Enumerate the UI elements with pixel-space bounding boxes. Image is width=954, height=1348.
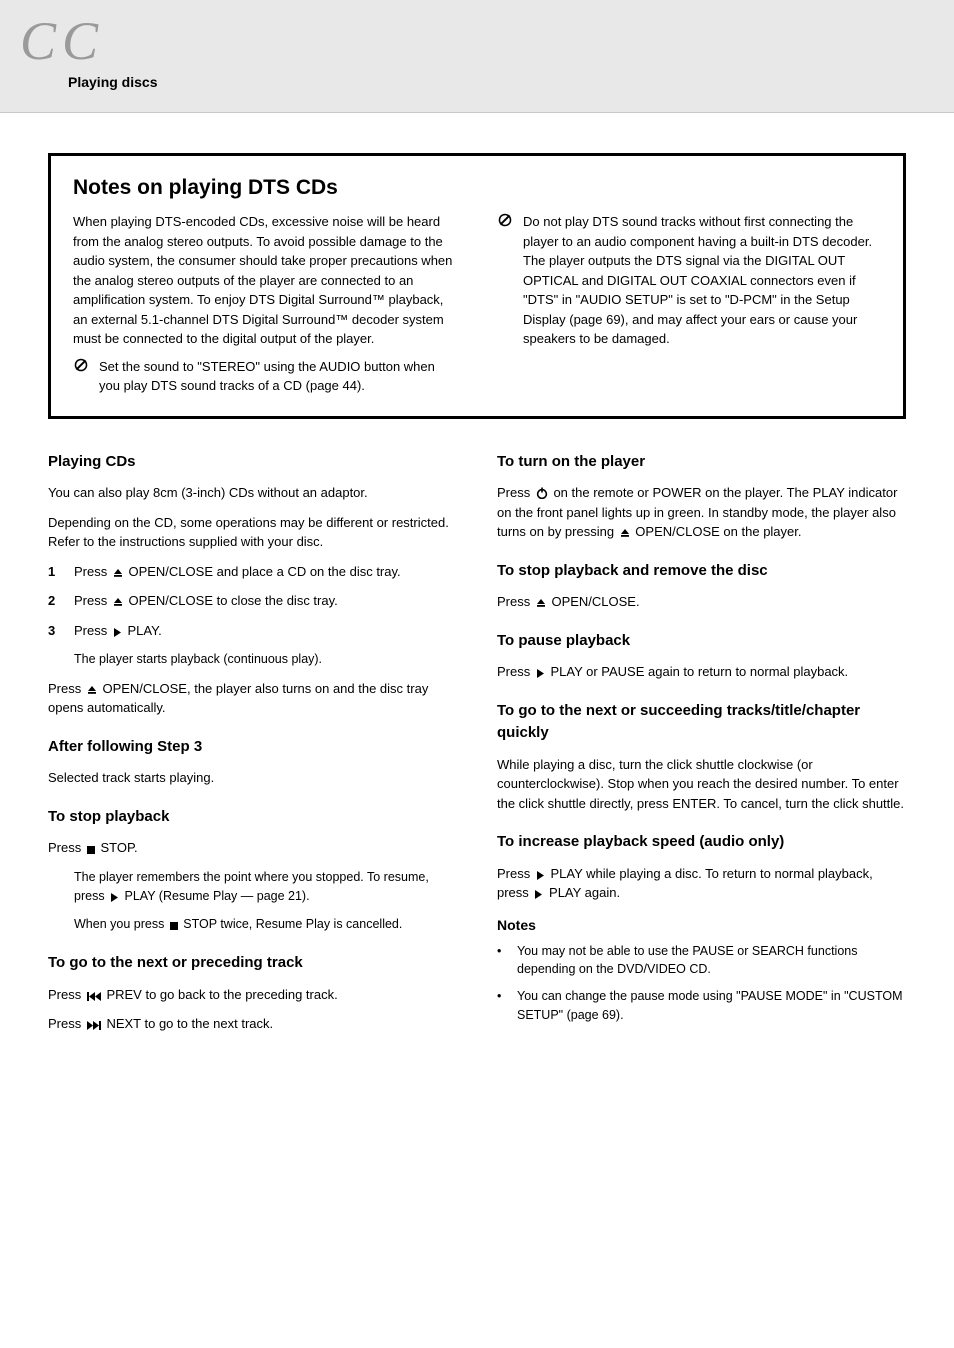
skip-head: To go to the next or preceding track bbox=[48, 952, 457, 975]
main-columns: Playing CDs You can also play 8cm (3-inc… bbox=[48, 451, 906, 1044]
right-notes: Notes You may not be able to use the PAU… bbox=[497, 915, 906, 1025]
stop-remove-head: To stop playback and remove the disc bbox=[497, 560, 906, 583]
skip-prev: Press PREV to go back to the preceding t… bbox=[48, 985, 457, 1005]
stop-txt: Press STOP. bbox=[48, 838, 457, 858]
prohibit-icon bbox=[497, 212, 513, 227]
notice-col-right: Do not play DTS sound tracks without fir… bbox=[497, 212, 881, 396]
turn-on-body: Press on the remote or POWER on the play… bbox=[497, 483, 906, 542]
eject-icon bbox=[536, 598, 546, 608]
step-2-txt-a: Press bbox=[74, 593, 111, 608]
page-body: Notes on playing DTS CDs When playing DT… bbox=[0, 113, 954, 1084]
after-step3-txt: Selected track starts playing. bbox=[48, 768, 457, 788]
prohibit-icon bbox=[73, 357, 89, 372]
right-notes-title: Notes bbox=[497, 915, 906, 936]
header-logo: CC bbox=[20, 14, 934, 68]
resume-txt: The player remembers the point where you… bbox=[48, 868, 457, 906]
resume2-txt: When you press STOP twice, Resume Play i… bbox=[48, 915, 457, 934]
step-1: 1 Press OPEN/CLOSE and place a CD on the… bbox=[48, 562, 457, 582]
right-note-2: You can change the pause mode using "PAU… bbox=[497, 987, 906, 1025]
eject-icon bbox=[620, 528, 630, 538]
skip-next: Press NEXT to go to the next track. bbox=[48, 1014, 457, 1034]
play-icon bbox=[113, 628, 122, 637]
notice-right-para: Do not play DTS sound tracks without fir… bbox=[523, 212, 881, 349]
step-1-txt-b: OPEN/CLOSE and place a CD on the disc tr… bbox=[128, 564, 400, 579]
eject-icon bbox=[113, 568, 123, 578]
stop-icon bbox=[87, 846, 95, 854]
stop-head: To stop playback bbox=[48, 806, 457, 829]
step-2: 2 Press OPEN/CLOSE to close the disc tra… bbox=[48, 591, 457, 611]
right-note-1: You may not be able to use the PAUSE or … bbox=[497, 942, 906, 980]
notice-left-para: When playing DTS-encoded CDs, excessive … bbox=[73, 212, 457, 349]
step-3-txt-b: PLAY. bbox=[127, 623, 161, 638]
eject-icon bbox=[87, 685, 97, 695]
play-icon bbox=[536, 871, 545, 880]
notice-heading: Notes on playing DTS CDs bbox=[73, 176, 881, 200]
power-icon bbox=[536, 487, 548, 499]
notice-col-left: When playing DTS-encoded CDs, excessive … bbox=[73, 212, 457, 396]
step-3-txt-a: Press bbox=[74, 623, 111, 638]
play-icon bbox=[110, 893, 119, 902]
after-step3-head: After following Step 3 bbox=[48, 736, 457, 759]
turn-on-head: To turn on the player bbox=[497, 451, 906, 474]
direct-head: To go to the next or succeeding tracks/t… bbox=[497, 700, 906, 745]
play-icon bbox=[534, 890, 543, 899]
left-column: Playing CDs You can also play 8cm (3-inc… bbox=[48, 451, 457, 1044]
step-1-txt-a: Press bbox=[74, 564, 111, 579]
vol-txt: Press PLAY while playing a disc. To retu… bbox=[497, 864, 906, 903]
direct-txt: While playing a disc, turn the click shu… bbox=[497, 755, 906, 814]
step-1-num: 1 bbox=[48, 562, 66, 582]
step-3: 3 Press PLAY. bbox=[48, 621, 457, 641]
next-icon bbox=[87, 1021, 101, 1030]
pause-txt: Press PLAY or PAUSE again to return to n… bbox=[497, 662, 906, 682]
notice-box: Notes on playing DTS CDs When playing DT… bbox=[48, 153, 906, 419]
left-intro-1: You can also play 8cm (3-inch) CDs witho… bbox=[48, 483, 457, 503]
step-2-txt-b: OPEN/CLOSE to close the disc tray. bbox=[128, 593, 337, 608]
play-icon bbox=[536, 669, 545, 678]
right-column: To turn on the player Press on the remot… bbox=[497, 451, 906, 1044]
step-3-num: 3 bbox=[48, 621, 66, 641]
stop-remove-txt: Press OPEN/CLOSE. bbox=[497, 592, 906, 612]
left-sub-1: The player starts playback (continuous p… bbox=[48, 650, 457, 669]
header-subchapter: Playing discs bbox=[20, 74, 934, 90]
left-intro-2: Depending on the CD, some operations may… bbox=[48, 513, 457, 552]
page-header: CC Playing discs bbox=[0, 0, 954, 113]
left-h-playing: Playing CDs bbox=[48, 451, 457, 474]
step-2-num: 2 bbox=[48, 591, 66, 611]
prev-icon bbox=[87, 992, 101, 1001]
eject-icon bbox=[113, 597, 123, 607]
turn-on-txt: Press OPEN/CLOSE, the player also turns … bbox=[48, 679, 457, 718]
notice-left-bullet: Set the sound to "STEREO" using the AUDI… bbox=[99, 357, 457, 396]
pause-head: To pause playback bbox=[497, 630, 906, 653]
stop-icon bbox=[170, 922, 178, 930]
vol-head: To increase playback speed (audio only) bbox=[497, 831, 906, 854]
page-footer bbox=[0, 1084, 954, 1146]
